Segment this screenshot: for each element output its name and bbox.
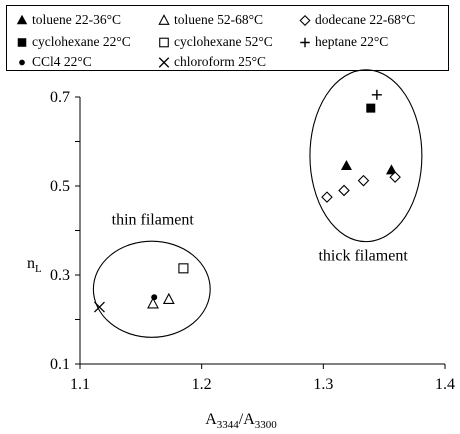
- data-point-open-triangle: [162, 292, 175, 305]
- legend-label: cyclohexane 22°C: [32, 34, 131, 49]
- legend-marker-plus: [300, 37, 310, 48]
- x-tick-label: 1.3: [313, 376, 333, 393]
- legend-label: toluene 22-36°C: [32, 12, 122, 27]
- legend-item: heptane 22°C: [299, 34, 388, 50]
- legend-label: cyclohexane 52°C: [174, 34, 273, 49]
- data-point-filled-triangle: [385, 164, 397, 175]
- legend-label: toluene 52-68°C: [174, 12, 264, 27]
- data-point-open-diamond: [357, 174, 370, 187]
- data-points: [94, 89, 401, 313]
- legend-label: CCl4 22°C: [32, 54, 92, 69]
- annotation-label: thick filament: [318, 247, 408, 264]
- data-point-open-diamond: [389, 171, 401, 183]
- legend-marker-open-triangle: [158, 14, 170, 25]
- x-tick-label: 1.2: [192, 376, 212, 393]
- data-point-open-diamond: [321, 191, 333, 203]
- data-point-open-triangle: [147, 297, 159, 309]
- y-tick-label: 0.3: [50, 267, 70, 284]
- legend-item: toluene 52-68°C: [158, 12, 263, 28]
- legend-label: chloroform 25°C: [174, 54, 267, 69]
- data-point-cross: [94, 301, 105, 313]
- data-point-plus: [371, 89, 382, 100]
- data-point-filled-square: [366, 103, 376, 113]
- y-tick-label: 0.5: [50, 178, 70, 195]
- legend-item: toluene 22-36°C: [16, 12, 121, 28]
- axes: 1.1 1.2 1.3 1.4 0.1 0.3 0.5 0.7: [50, 89, 455, 393]
- legend-marker-filled-triangle: [16, 14, 28, 25]
- legend-marker-open-diamond: [299, 14, 311, 27]
- thick-filament-ellipse: [309, 69, 423, 243]
- data-point-open-square: [178, 263, 189, 274]
- annotation-label: thin filament: [112, 212, 195, 229]
- ellipses: [92, 69, 423, 338]
- data-point-filled-circle: [151, 294, 158, 301]
- y-axis-label: nL: [27, 255, 42, 275]
- thin-filament-ellipse: [92, 240, 211, 338]
- legend-item: CCl4 22°C: [16, 54, 92, 70]
- data-point-filled-triangle: [340, 159, 352, 170]
- legend-marker-cross: [158, 57, 170, 68]
- y-tick-label: 0.1: [50, 356, 70, 373]
- legend-marker-filled-circle: [19, 59, 25, 66]
- annotations: thin filament thick filament: [112, 212, 409, 265]
- legend-item: dodecane 22-68°C: [299, 12, 415, 28]
- legend-marker-open-square: [159, 37, 169, 48]
- x-tick-label: 1.1: [70, 376, 90, 393]
- legend-marker-filled-square: [17, 38, 27, 47]
- legend: toluene 22-36°C toluene 52-68°C dodecane 2…: [6, 5, 449, 71]
- x-axis-label: A3344/A3300: [205, 411, 277, 431]
- legend-item: cyclohexane 22°C: [16, 34, 131, 50]
- legend-item: chloroform 25°C: [158, 54, 266, 70]
- legend-item: cyclohexane 52°C: [158, 34, 273, 50]
- legend-label: heptane 22°C: [315, 34, 389, 49]
- legend-label: dodecane 22-68°C: [315, 12, 416, 27]
- x-tick-label: 1.4: [435, 376, 455, 393]
- y-tick-label: 0.7: [50, 89, 70, 106]
- data-point-open-diamond: [338, 184, 350, 197]
